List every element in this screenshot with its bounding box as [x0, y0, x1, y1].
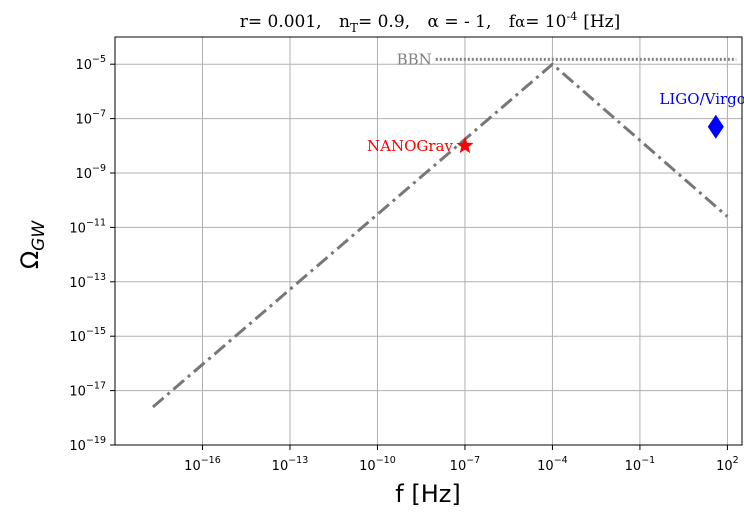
x-tick-exp: −1: [641, 455, 655, 466]
spectrum-series-line: [151, 62, 729, 409]
series-layer: [151, 62, 729, 409]
x-tick-base: 10: [450, 459, 467, 474]
y-tick-label: 10−17: [69, 381, 106, 400]
title-f-value: = 10: [525, 12, 566, 32]
title-nt-value: = 0.9,: [358, 12, 410, 32]
ligo-virgo-point: [707, 114, 724, 139]
title-nt-sub: T: [350, 21, 358, 35]
x-tick-exp: 2: [733, 455, 739, 466]
y-tick-base: 10: [69, 385, 86, 400]
y-tick-label: 10−19: [69, 435, 106, 454]
title-f-unit: [Hz]: [583, 12, 620, 32]
bbn-label: BBN: [397, 50, 432, 68]
x-tick-label: 10−13: [272, 455, 309, 474]
title-f-alpha: α: [515, 13, 525, 31]
x-tick-exp: −10: [376, 455, 396, 466]
y-axis-label: ΩGW: [16, 220, 49, 270]
x-tick-base: 10: [184, 459, 201, 474]
plot-frame: [114, 36, 743, 446]
y-tick-label: 10−15: [69, 326, 106, 345]
nanograv-point: [456, 136, 474, 154]
x-tick-exp: −13: [288, 455, 308, 466]
y-tick-label: 10−9: [75, 163, 106, 182]
y-tick-exp: −11: [86, 217, 106, 228]
y-tick-base: 10: [75, 58, 92, 73]
y-tick-label: 10−5: [75, 54, 106, 73]
x-tick-base: 10: [537, 459, 554, 474]
title-f-exp: -4: [567, 10, 578, 23]
y-tick-base: 10: [75, 113, 92, 128]
y-tick-exp: −9: [92, 163, 106, 174]
x-tick-base: 10: [272, 459, 289, 474]
plot-area: [115, 37, 742, 445]
y-tick-base: 10: [69, 221, 86, 236]
x-tick-label: 10−4: [537, 455, 568, 474]
y-tick-label: 10−13: [69, 272, 106, 291]
x-tick-exp: −4: [554, 455, 568, 466]
y-tick-exp: −13: [86, 272, 106, 283]
x-tick-label: 10−7: [450, 455, 481, 474]
points-layer: NANOGrav LIGO/Virgo: [367, 90, 744, 155]
x-tick-label: 102: [716, 455, 739, 474]
bbn-layer: BBN: [397, 50, 737, 68]
y-tick-label: 10−7: [75, 109, 106, 128]
y-tick-exp: −19: [86, 435, 106, 446]
title-alpha: α = - 1,: [427, 12, 491, 32]
y-axis-label-omega: Ω: [16, 251, 44, 269]
y-tick-exp: −17: [86, 381, 106, 392]
y-tick-base: 10: [69, 330, 86, 345]
x-tick-base: 10: [716, 459, 733, 474]
y-tick-base: 10: [69, 439, 86, 454]
title-nt: n: [339, 12, 350, 32]
x-tick-label: 10−10: [359, 455, 396, 474]
x-axis: 10−16 10−13 10−10 10−7 10−4 10−1 102: [184, 445, 739, 474]
x-tick-exp: −16: [201, 455, 221, 466]
x-tick-label: 10−16: [184, 455, 221, 474]
y-tick-label: 10−11: [69, 217, 106, 236]
chart-title: r= 0.001, nT= 0.9, α = - 1, fα= 10-4 [Hz]: [240, 10, 621, 35]
x-tick-base: 10: [359, 459, 376, 474]
x-tick-exp: −7: [466, 455, 480, 466]
y-tick-exp: −7: [92, 109, 106, 120]
title-r: r= 0.001,: [240, 12, 322, 32]
x-tick-label: 10−1: [625, 455, 656, 474]
y-tick-exp: −15: [86, 326, 106, 337]
x-tick-base: 10: [625, 459, 642, 474]
y-tick-exp: −5: [92, 54, 106, 65]
y-tick-base: 10: [69, 276, 86, 291]
nanograv-label: NANOGrav: [367, 137, 453, 155]
grid: [115, 37, 742, 446]
title-f: f: [509, 12, 517, 32]
y-tick-base: 10: [75, 167, 92, 182]
ligo-virgo-label: LIGO/Virgo: [659, 90, 744, 108]
x-axis-label: f [Hz]: [395, 480, 460, 508]
y-axis-label-sub: GW: [29, 220, 49, 251]
